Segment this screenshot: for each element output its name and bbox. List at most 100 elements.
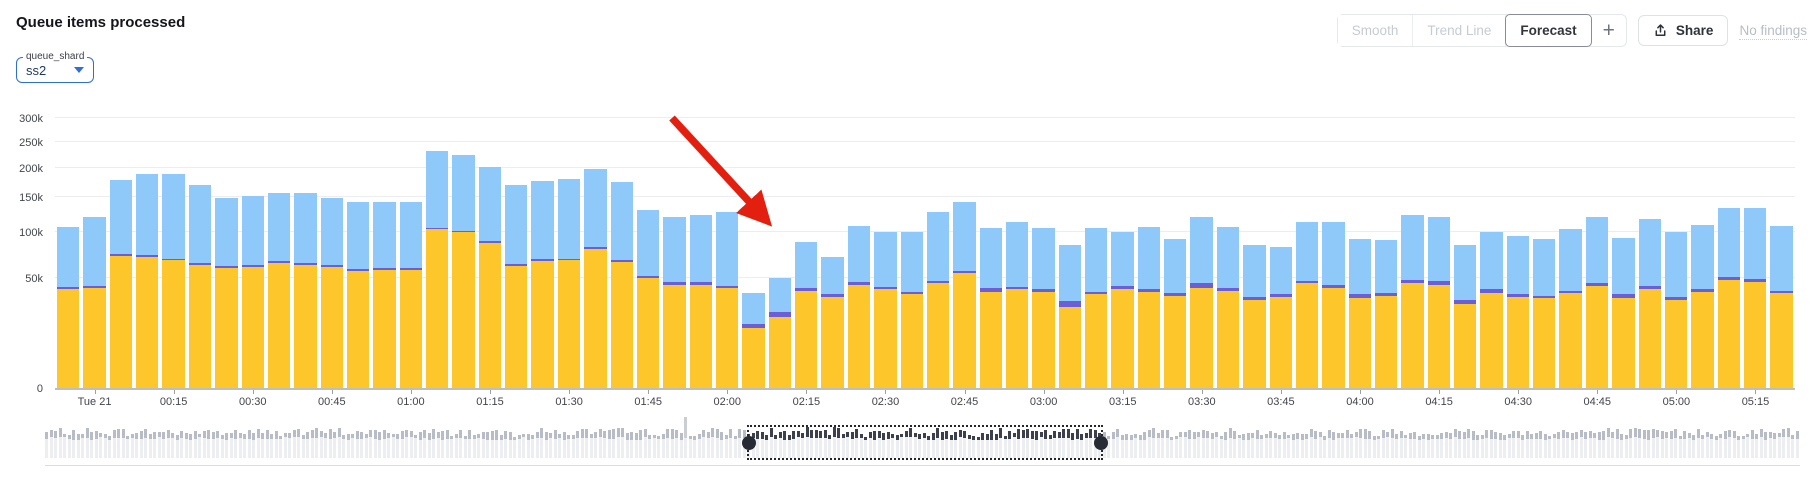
chart-bar[interactable] (689, 215, 712, 388)
minimap-bar (1215, 431, 1218, 458)
chart-bar[interactable] (1638, 219, 1661, 388)
chart-bar[interactable] (136, 174, 159, 388)
minimap-bar (1062, 428, 1065, 458)
chart-bar[interactable] (821, 256, 844, 388)
chart-bar[interactable] (267, 192, 291, 388)
chart-bar[interactable] (399, 201, 423, 388)
chart-bar[interactable] (1322, 221, 1345, 388)
chart-bar[interactable] (1058, 245, 1082, 388)
chart-bar[interactable] (188, 185, 212, 388)
no-findings-badge[interactable]: No findings (1739, 22, 1807, 40)
minimap-bar (715, 428, 719, 458)
chart-bar[interactable] (1005, 222, 1029, 388)
chart-bar[interactable] (1348, 238, 1371, 388)
chart-bar[interactable] (584, 168, 607, 388)
y-axis-label: 50k (25, 272, 43, 285)
minimap-bar (324, 432, 327, 458)
chart-bar[interactable] (1480, 232, 1503, 388)
chart-bar[interactable] (57, 226, 80, 388)
minimap-bar (441, 431, 444, 458)
minimap-selection[interactable] (742, 425, 1109, 460)
chart-bar[interactable] (1454, 245, 1477, 388)
chart-bar[interactable] (426, 150, 449, 388)
bar-segment (979, 227, 1002, 289)
minimap[interactable] (45, 417, 1800, 460)
chart-bar[interactable] (1164, 238, 1187, 388)
chart-bar[interactable] (1506, 236, 1530, 388)
minimap-bar (1543, 434, 1547, 458)
forecast-button[interactable]: Forecast (1505, 14, 1592, 47)
chart-bar[interactable] (1744, 207, 1767, 388)
minimap-bar (337, 428, 341, 458)
chart-bar[interactable] (847, 226, 871, 388)
chart-bar[interactable] (1243, 245, 1266, 388)
chart-bar[interactable] (294, 192, 317, 388)
add-overlay-button[interactable]: + (1591, 15, 1626, 46)
chart-bar[interactable] (1691, 224, 1714, 388)
chart-bar[interactable] (162, 174, 185, 388)
chart-bar[interactable] (1032, 227, 1055, 388)
chart-bar[interactable] (505, 185, 528, 388)
minimap-bar (1012, 432, 1016, 458)
chart-bar[interactable] (663, 216, 686, 388)
chart-bar[interactable] (979, 227, 1002, 388)
minimap-bar (1305, 433, 1308, 458)
chart-bar[interactable] (1137, 226, 1161, 388)
bar-segment (1005, 289, 1029, 388)
x-axis-tick (410, 390, 412, 394)
bar-segment (1005, 222, 1029, 287)
chart-bar[interactable] (1585, 216, 1609, 388)
chart-bar[interactable] (926, 212, 950, 388)
chart-bar[interactable] (795, 241, 818, 388)
minimap-bar (193, 431, 197, 458)
chart-bar[interactable] (1427, 216, 1451, 388)
chart-bar[interactable] (478, 167, 502, 388)
chart-bar[interactable] (1111, 232, 1134, 388)
bar-segment (1348, 294, 1371, 299)
chart-bar[interactable] (346, 202, 370, 388)
minimap-selection-right-handle[interactable] (1094, 435, 1109, 450)
chart-bar[interactable] (1190, 217, 1213, 388)
chart-bar[interactable] (1085, 228, 1108, 388)
minimap-bar (679, 433, 683, 458)
share-button[interactable]: Share (1637, 15, 1729, 46)
chart-bar[interactable] (874, 232, 897, 388)
chart-bar[interactable] (715, 212, 739, 388)
chart-bar[interactable] (1374, 240, 1398, 388)
chart-bar[interactable] (636, 210, 660, 388)
chart-bar[interactable] (83, 217, 106, 388)
x-axis-label: 05:00 (1662, 396, 1691, 408)
chart-bar[interactable] (1401, 215, 1424, 388)
minimap-bar (1323, 435, 1326, 458)
chart-bar[interactable] (373, 201, 396, 388)
chart-bar[interactable] (1717, 207, 1740, 388)
trend-line-button[interactable]: Trend Line (1413, 15, 1507, 46)
chart-bar[interactable] (1770, 226, 1793, 388)
chart-bar[interactable] (1664, 232, 1688, 388)
minimap-selection-left-handle[interactable] (742, 435, 756, 450)
minimap-bar (1764, 432, 1767, 458)
chart-bar[interactable] (1269, 246, 1292, 388)
chart-bar[interactable] (742, 293, 765, 388)
minimap-bar (319, 430, 323, 458)
smooth-button[interactable]: Smooth (1337, 15, 1414, 46)
chart-bar[interactable] (557, 179, 581, 388)
minimap-bar (927, 436, 930, 458)
chart-bar[interactable] (1216, 226, 1240, 388)
chart-bar[interactable] (241, 196, 264, 388)
queue-shard-dropdown[interactable]: queue_shard ss2 (16, 51, 94, 83)
chart-bar[interactable] (1559, 229, 1582, 388)
chart-bar[interactable] (109, 180, 133, 388)
chart-bar[interactable] (531, 181, 554, 388)
chart-bar[interactable] (900, 232, 923, 388)
chart-bar[interactable] (768, 277, 792, 388)
chart-bar[interactable] (1612, 237, 1635, 388)
chart-bar[interactable] (215, 198, 238, 388)
chart-bar[interactable] (610, 182, 633, 388)
chart-bar[interactable] (320, 198, 343, 388)
minimap-bar (315, 428, 318, 458)
chart-bar[interactable] (1295, 221, 1319, 388)
chart-bar[interactable] (1533, 239, 1556, 388)
chart-bar[interactable] (953, 201, 976, 388)
chart-bar[interactable] (452, 155, 475, 388)
